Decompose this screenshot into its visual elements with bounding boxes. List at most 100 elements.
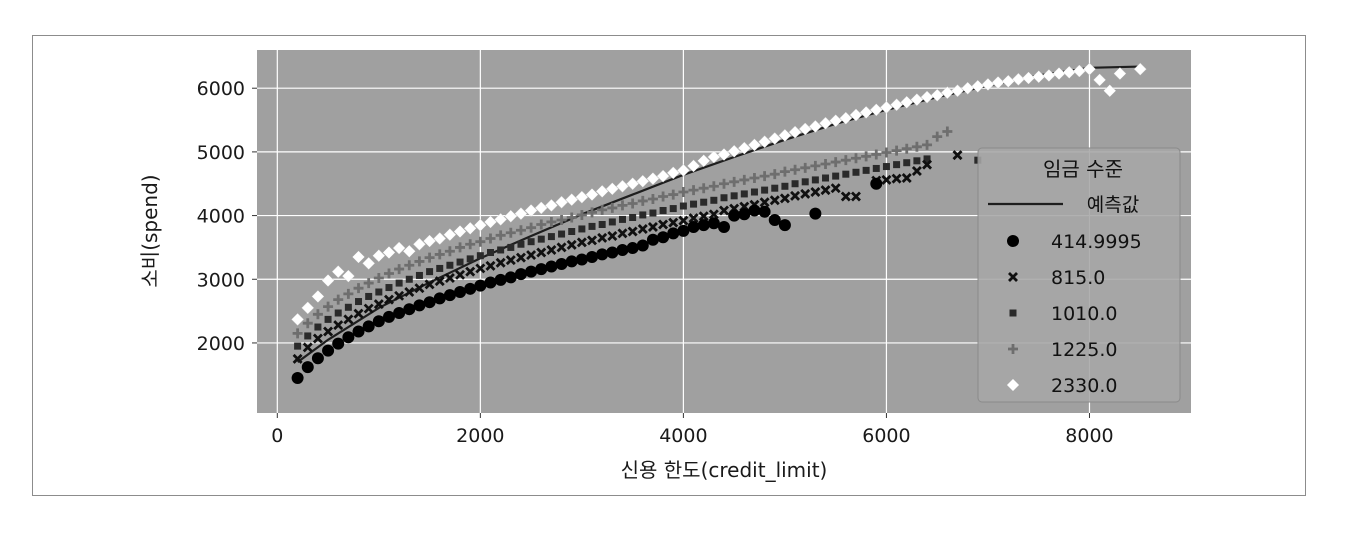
- data-point: [575, 253, 588, 266]
- data-point: [476, 252, 484, 260]
- legend-label: 1010.0: [1051, 303, 1117, 325]
- data-point: [627, 198, 638, 209]
- data-point: [453, 225, 467, 238]
- data-point: [536, 219, 547, 230]
- data-point: [321, 274, 335, 287]
- data-point: [382, 310, 395, 323]
- data-point: [465, 266, 476, 277]
- data-point: [526, 222, 537, 233]
- data-point: [740, 190, 748, 198]
- data-point: [372, 315, 385, 328]
- data-point: [537, 235, 545, 243]
- y-axis-title: 소비(spend): [138, 174, 162, 287]
- x-tick-label: 6000: [862, 425, 910, 447]
- x-tick-label: 0: [271, 425, 283, 447]
- data-point: [372, 249, 386, 263]
- data-point: [771, 184, 779, 192]
- data-point: [323, 326, 334, 337]
- data-point: [463, 221, 477, 235]
- series-1010.0: [294, 155, 982, 350]
- data-point: [708, 209, 719, 220]
- legend-item: 815.0: [1008, 267, 1105, 289]
- data-point: [707, 150, 721, 164]
- data-point: [759, 197, 770, 208]
- data-point: [585, 188, 599, 201]
- data-point: [352, 325, 365, 338]
- data-point: [474, 279, 487, 292]
- data-point: [646, 233, 659, 246]
- data-point: [820, 158, 831, 169]
- data-point: [1093, 73, 1106, 87]
- data-point: [556, 242, 567, 253]
- legend-swatch: [1007, 235, 1019, 247]
- data-point: [719, 205, 729, 216]
- data-point: [443, 228, 457, 242]
- data-point: [729, 176, 740, 187]
- data-point: [568, 228, 576, 235]
- data-point: [546, 216, 557, 227]
- data-point: [830, 157, 841, 168]
- data-point: [639, 211, 647, 219]
- data-point: [404, 287, 415, 297]
- data-point: [697, 154, 711, 168]
- data-point: [475, 263, 486, 274]
- data-point: [951, 84, 964, 98]
- data-point: [737, 141, 751, 155]
- data-point: [294, 342, 302, 350]
- data-point: [749, 173, 760, 184]
- data-point: [850, 153, 861, 164]
- data-point: [558, 230, 566, 238]
- data-point: [991, 76, 1005, 89]
- data-point: [536, 247, 547, 258]
- legend-label: 1225.0: [1051, 339, 1117, 361]
- data-point: [881, 147, 892, 158]
- data-point: [758, 135, 771, 149]
- data-point: [392, 241, 406, 255]
- data-point: [473, 218, 487, 232]
- data-point: [761, 186, 769, 194]
- data-point: [891, 173, 902, 184]
- data-point: [526, 250, 537, 261]
- data-point: [1133, 62, 1147, 76]
- data-point: [658, 191, 669, 202]
- data-point: [484, 276, 497, 289]
- data-point: [598, 220, 606, 228]
- data-point: [748, 204, 761, 217]
- data-point: [497, 246, 505, 254]
- data-point: [677, 164, 690, 177]
- data-point: [697, 219, 710, 232]
- data-point: [576, 209, 587, 220]
- legend-swatch: [1008, 272, 1018, 282]
- data-point: [840, 155, 851, 166]
- data-point: [678, 215, 689, 226]
- data-point: [800, 162, 811, 173]
- data-point: [545, 260, 558, 273]
- data-point: [402, 244, 416, 258]
- data-point: [893, 161, 901, 169]
- data-point: [331, 265, 345, 278]
- data-point: [922, 159, 933, 170]
- data-point: [394, 290, 405, 301]
- data-point: [535, 263, 548, 276]
- data-point: [414, 256, 425, 267]
- data-point: [800, 188, 811, 199]
- data-point: [646, 172, 660, 185]
- legend-label: 414.9995: [1051, 231, 1142, 253]
- data-point: [576, 237, 587, 248]
- data-point: [901, 143, 912, 154]
- data-point: [322, 344, 335, 357]
- data-point: [790, 190, 801, 201]
- data-point: [424, 279, 435, 290]
- data-point: [617, 200, 628, 211]
- data-point: [565, 193, 579, 207]
- data-point: [659, 206, 667, 214]
- y-tick-label: 4000: [197, 206, 245, 228]
- data-point: [505, 227, 516, 238]
- data-point: [487, 249, 494, 257]
- data-point: [820, 185, 831, 196]
- data-point: [881, 174, 892, 185]
- legend-swatch: [1008, 344, 1018, 354]
- data-point: [365, 292, 373, 300]
- data-point: [627, 226, 638, 237]
- data-point: [891, 145, 902, 156]
